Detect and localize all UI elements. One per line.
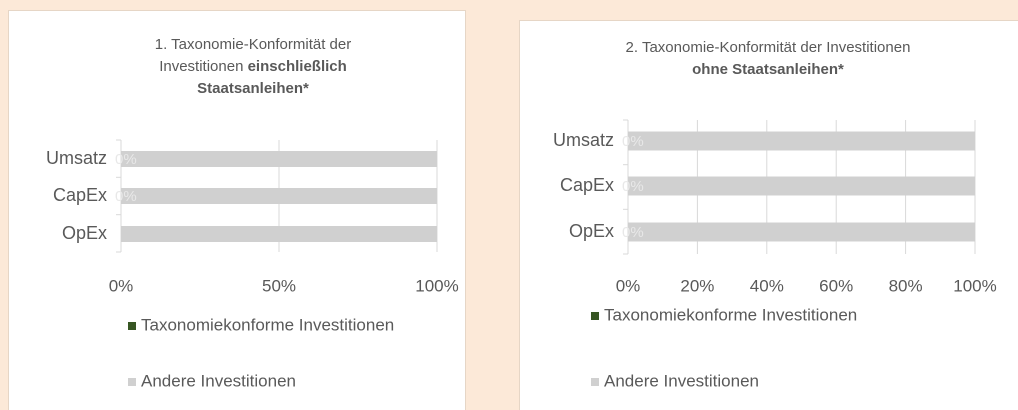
y-tick-label: Umsatz (46, 148, 107, 168)
title-text: 1. Taxonomie-Konformität der Investition… (154, 36, 352, 75)
bar (628, 222, 975, 242)
chart-title: 1. Taxonomie-Konformität der Investition… (111, 34, 395, 100)
bar (121, 188, 437, 204)
x-tick-label: 60% (819, 276, 853, 295)
x-tick-label: 0% (616, 276, 641, 295)
title-bold: einschließlich Staatsanleihen* (197, 58, 347, 97)
y-tick-label: Umsatz (553, 130, 614, 150)
title-bold: ohne Staatsanleihen* (692, 61, 844, 78)
bar (628, 131, 975, 151)
bar (121, 151, 437, 167)
x-tick-label: 40% (750, 276, 784, 295)
bar (628, 176, 975, 196)
chart-title: 2. Taxonomie-Konformität der Investition… (568, 37, 968, 81)
panel (519, 20, 1018, 410)
y-tick-label: CapEx (53, 185, 107, 205)
data-label: 0% (622, 133, 644, 150)
legend-swatch (128, 322, 136, 330)
bar (121, 226, 437, 242)
x-tick-label: 0% (109, 276, 134, 295)
legend-label: Taxonomiekonforme Investitionen (141, 315, 394, 334)
y-tick-label: OpEx (569, 221, 614, 241)
x-tick-label: 100% (415, 276, 458, 295)
data-label: 0% (622, 178, 644, 195)
x-tick-label: 100% (953, 276, 996, 295)
title-text: 2. Taxonomie-Konformität der Investition… (625, 39, 911, 56)
data-label: 0% (115, 151, 137, 168)
x-tick-label: 50% (262, 276, 296, 295)
y-tick-label: OpEx (62, 223, 107, 243)
legend-swatch (591, 312, 599, 320)
legend-label: Andere Investitionen (604, 371, 759, 390)
data-label: 0% (115, 188, 137, 205)
legend-swatch (591, 378, 599, 386)
x-tick-label: 20% (680, 276, 714, 295)
legend-label: Taxonomiekonforme Investitionen (604, 305, 857, 324)
data-label: 0% (622, 224, 644, 241)
panel (8, 10, 466, 410)
y-tick-label: CapEx (560, 175, 614, 195)
legend-label: Andere Investitionen (141, 371, 296, 390)
legend-swatch (128, 378, 136, 386)
x-tick-label: 80% (889, 276, 923, 295)
